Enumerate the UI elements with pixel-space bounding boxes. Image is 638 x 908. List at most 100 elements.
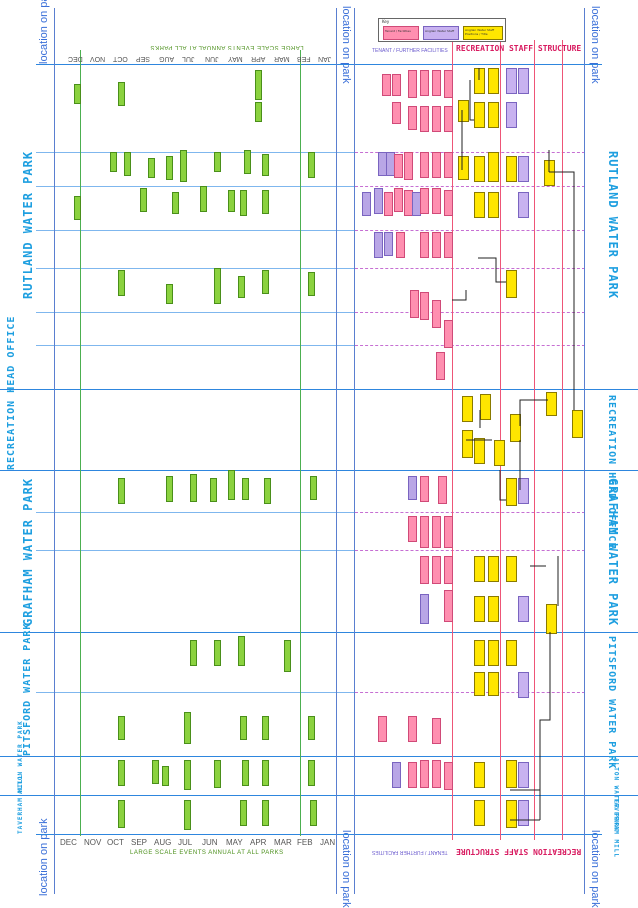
event-block bbox=[240, 190, 247, 216]
event-block bbox=[74, 196, 81, 220]
facility-block bbox=[444, 556, 453, 584]
separator-rutland-3 bbox=[36, 230, 356, 231]
event-block bbox=[214, 640, 221, 666]
event-block bbox=[214, 152, 221, 172]
separator-pitsford-1-dashed bbox=[355, 692, 585, 693]
event-block bbox=[240, 716, 247, 740]
event-block bbox=[262, 154, 269, 176]
facility-block bbox=[432, 760, 441, 788]
staff-line-3 bbox=[534, 40, 535, 840]
staff-block bbox=[488, 102, 499, 128]
event-block bbox=[166, 156, 173, 180]
month-bottom-jul: JUL bbox=[178, 838, 193, 847]
staff-block bbox=[474, 596, 485, 622]
grid-line-mid-left bbox=[336, 8, 337, 894]
separator-rutland-6 bbox=[36, 345, 356, 346]
facility-block bbox=[420, 556, 429, 584]
event-block bbox=[118, 716, 125, 740]
grid-line-mid-right bbox=[354, 8, 355, 894]
event-block bbox=[238, 276, 245, 298]
facility-block bbox=[394, 188, 403, 212]
event-block bbox=[262, 716, 269, 740]
event-block bbox=[118, 800, 125, 828]
event-block bbox=[166, 476, 173, 502]
legend-label-facilities: Tenant / Facilities bbox=[385, 29, 411, 33]
legend-key: Key Tenant / Facilities Anglian Water St… bbox=[378, 18, 506, 42]
event-block bbox=[118, 478, 125, 504]
staff-block bbox=[488, 192, 499, 218]
staff-block bbox=[474, 192, 485, 218]
event-block bbox=[118, 760, 125, 786]
facility-block bbox=[420, 516, 429, 548]
event-block bbox=[310, 800, 317, 826]
facility-block bbox=[438, 476, 447, 504]
facility-block bbox=[432, 188, 441, 214]
staff-block bbox=[488, 640, 499, 666]
event-block bbox=[284, 640, 291, 672]
event-block bbox=[310, 476, 317, 500]
event-block bbox=[184, 800, 191, 830]
event-block bbox=[180, 150, 187, 182]
legend-key-title: Key bbox=[382, 19, 390, 24]
facility-block bbox=[394, 154, 403, 178]
facility-block bbox=[392, 762, 401, 788]
staff-block bbox=[474, 800, 485, 826]
staff-block bbox=[506, 270, 517, 298]
separator-bottom bbox=[36, 834, 602, 835]
event-block bbox=[308, 716, 315, 740]
staff-block bbox=[518, 672, 529, 698]
facility-block bbox=[392, 102, 401, 124]
event-block bbox=[240, 800, 247, 826]
facility-block bbox=[408, 476, 417, 500]
facility-block bbox=[420, 188, 429, 214]
separator-rutland-5-dashed bbox=[355, 312, 585, 313]
event-block bbox=[184, 760, 191, 790]
staff-block bbox=[518, 478, 529, 504]
event-block bbox=[124, 152, 131, 176]
event-block bbox=[184, 712, 191, 744]
staff-block bbox=[518, 156, 529, 182]
facility-block bbox=[444, 106, 453, 132]
staff-block bbox=[506, 640, 517, 666]
facility-block bbox=[420, 760, 429, 788]
facility-block bbox=[384, 232, 393, 256]
event-block bbox=[262, 800, 269, 826]
separator-rutland-1-dashed bbox=[355, 152, 585, 153]
staff-block bbox=[506, 556, 517, 582]
location-label-mid-bottom: location on park bbox=[340, 830, 352, 908]
staff-block bbox=[506, 156, 517, 182]
staff-block bbox=[518, 596, 529, 622]
separator-head-office-bottom bbox=[0, 470, 638, 471]
facility-block bbox=[432, 718, 441, 744]
facility-block bbox=[396, 232, 405, 258]
staff-block bbox=[474, 762, 485, 788]
month-bottom-oct: OCT bbox=[107, 838, 124, 847]
separator-rutland-4 bbox=[36, 268, 356, 269]
facility-block bbox=[410, 290, 419, 318]
facility-block bbox=[444, 70, 453, 98]
event-block bbox=[242, 478, 249, 500]
staff-block bbox=[474, 102, 485, 128]
separator-grafham-2 bbox=[36, 550, 356, 551]
staff-block bbox=[474, 438, 485, 464]
event-block bbox=[74, 84, 81, 104]
staff-block bbox=[572, 410, 583, 438]
event-block bbox=[148, 158, 155, 178]
staff-line-1 bbox=[452, 40, 453, 840]
tenant-header-top: TENANT / FURTHER FACILITIES bbox=[372, 48, 448, 54]
event-block bbox=[118, 82, 125, 106]
staff-block bbox=[474, 640, 485, 666]
staff-block bbox=[546, 604, 557, 634]
staff-block bbox=[518, 762, 529, 788]
facility-block bbox=[362, 192, 371, 216]
facility-block bbox=[420, 232, 429, 258]
event-block bbox=[244, 150, 251, 174]
event-block bbox=[264, 478, 271, 504]
events-header-bottom: LARGE SCALE EVENTS ANNUAL AT ALL PARKS bbox=[130, 850, 284, 856]
staff-block bbox=[546, 392, 557, 416]
event-block bbox=[162, 766, 169, 786]
facility-block bbox=[408, 70, 417, 98]
staff-block bbox=[474, 556, 485, 582]
grid-line-left bbox=[54, 8, 55, 894]
